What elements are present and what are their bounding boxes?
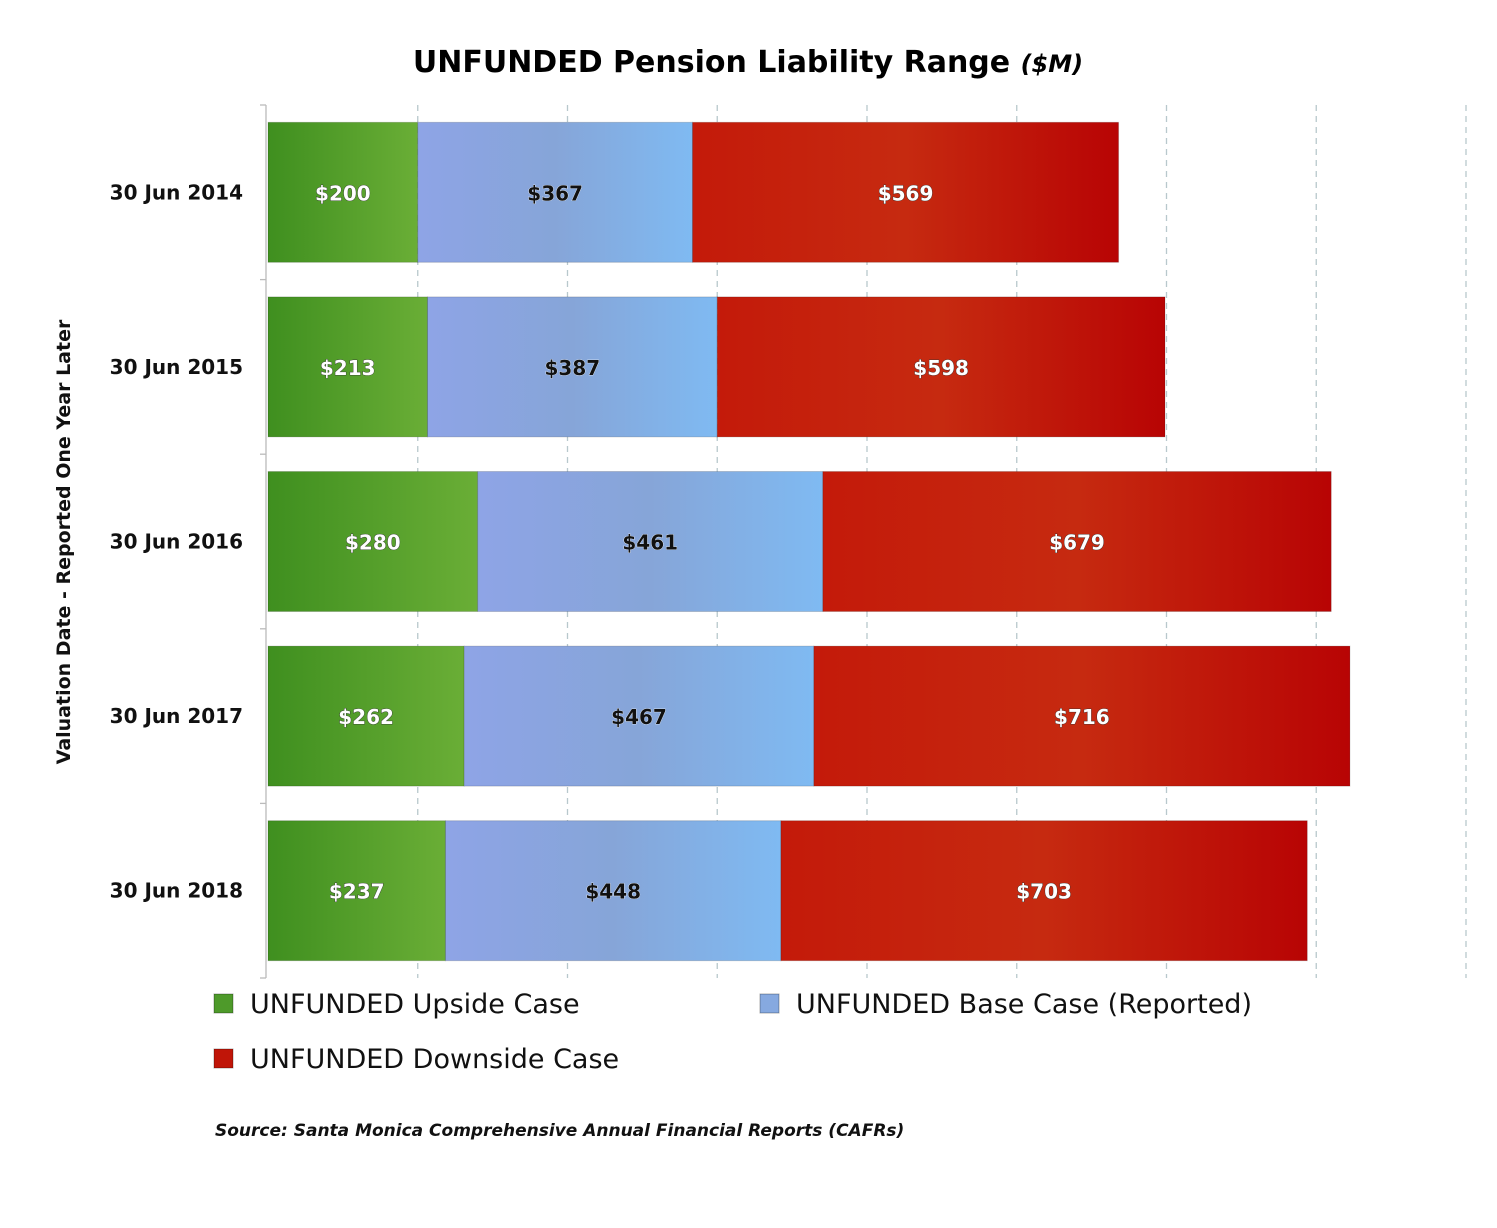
data-label: $703 — [1016, 880, 1072, 904]
data-label: $367 — [527, 181, 583, 205]
data-label: $598 — [913, 356, 969, 380]
legend-swatch — [759, 993, 780, 1014]
category-label: 30 Jun 2015 — [110, 355, 243, 379]
data-label: $448 — [585, 880, 641, 904]
bar-segment — [716, 296, 1166, 438]
data-label: $280 — [345, 531, 401, 555]
data-label: $387 — [545, 356, 601, 380]
bar-segment — [692, 121, 1120, 263]
legend-label: UNFUNDED Base Case (Reported) — [796, 989, 1252, 1020]
chart-title: UNFUNDED Pension Liability Range ($M) — [413, 45, 1083, 80]
bar-segment — [822, 471, 1332, 612]
bar-segment — [444, 820, 782, 962]
bar-segment — [477, 471, 824, 612]
category-label: 30 Jun 2018 — [110, 879, 243, 903]
bar-segment — [463, 645, 815, 787]
bar-segment — [813, 645, 1351, 787]
legend: UNFUNDED Upside Case UNFUNDED Base Case (… — [213, 989, 1252, 1075]
category-labels: 30 Jun 2014 30 Jun 2015 30 Jun 2016 30 Jun … — [110, 180, 243, 902]
data-label: $213 — [320, 356, 376, 380]
bar-segment — [426, 296, 718, 438]
category-label: 30 Jun 2014 — [110, 180, 243, 204]
legend-label: UNFUNDED Downside Case — [250, 1044, 619, 1075]
source-note: Source: Santa Monica Comprehensive Annua… — [215, 1121, 904, 1141]
y-axis-label: Valuation Date - Reported One Year Later — [53, 319, 75, 764]
data-label: $461 — [622, 531, 678, 555]
data-label: $262 — [338, 705, 394, 729]
bars: $200 $367 $569 $213 $387 $598 $280 $461 $679 $262… — [267, 121, 1351, 962]
data-label: $679 — [1049, 531, 1105, 555]
bar-segment — [267, 820, 446, 962]
legend-label: UNFUNDED Upside Case — [250, 989, 580, 1020]
legend-swatch — [213, 993, 234, 1014]
category-label: 30 Jun 2016 — [110, 530, 243, 554]
bar-segment — [780, 820, 1308, 962]
bar-segment — [267, 645, 465, 787]
data-label: $467 — [611, 705, 667, 729]
bar-segment — [417, 121, 694, 263]
category-label: 30 Jun 2017 — [110, 704, 243, 728]
data-label: $569 — [878, 181, 934, 205]
bar-segment — [267, 121, 419, 263]
legend-swatch — [213, 1048, 234, 1069]
data-label: $716 — [1054, 705, 1110, 729]
data-label: $200 — [315, 181, 371, 205]
data-label: $237 — [329, 880, 385, 904]
bar-segment — [267, 471, 479, 612]
